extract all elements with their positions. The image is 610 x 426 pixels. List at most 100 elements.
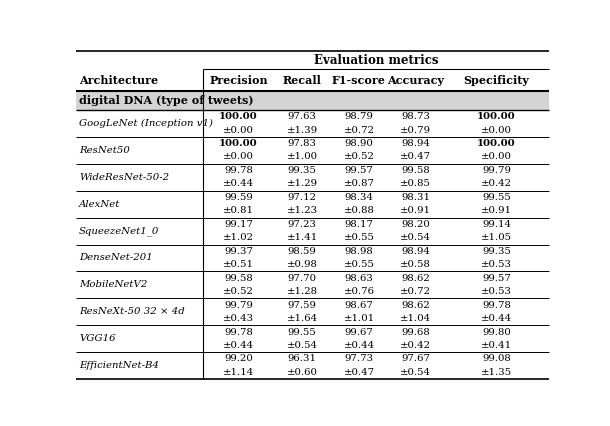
Text: ±0.44: ±0.44: [481, 314, 512, 323]
Text: 97.83: 97.83: [288, 139, 317, 148]
Text: ±0.44: ±0.44: [343, 341, 375, 350]
Text: 98.62: 98.62: [401, 301, 430, 310]
Text: ±0.44: ±0.44: [223, 341, 254, 350]
Bar: [76, 164, 549, 177]
Text: 99.58: 99.58: [224, 273, 253, 283]
Text: ResNet50: ResNet50: [79, 146, 130, 155]
Bar: [76, 177, 549, 191]
Text: Precision: Precision: [209, 75, 268, 86]
Text: ±1.35: ±1.35: [481, 368, 512, 377]
Text: ±1.64: ±1.64: [287, 314, 318, 323]
Bar: [76, 124, 549, 137]
Text: ±0.79: ±0.79: [400, 126, 431, 135]
Text: 99.78: 99.78: [482, 301, 511, 310]
Text: EfficientNet-B4: EfficientNet-B4: [79, 361, 159, 370]
Text: 99.68: 99.68: [401, 328, 430, 337]
Text: ±0.91: ±0.91: [481, 206, 512, 216]
Text: 100.00: 100.00: [477, 139, 516, 148]
Text: ±0.51: ±0.51: [223, 260, 254, 269]
Text: 98.63: 98.63: [345, 273, 373, 283]
Text: ±0.54: ±0.54: [287, 341, 318, 350]
Text: 98.90: 98.90: [345, 139, 373, 148]
Text: ±0.53: ±0.53: [481, 287, 512, 296]
Text: 97.73: 97.73: [345, 354, 373, 363]
Text: ±0.72: ±0.72: [343, 126, 375, 135]
Text: ±0.88: ±0.88: [343, 206, 375, 216]
Text: 98.20: 98.20: [401, 220, 430, 229]
Text: DenseNet-201: DenseNet-201: [79, 253, 153, 262]
Bar: [76, 110, 549, 124]
Bar: [76, 204, 549, 218]
Text: ±1.04: ±1.04: [400, 314, 431, 323]
Text: 98.73: 98.73: [401, 112, 430, 121]
Text: 98.31: 98.31: [401, 193, 430, 202]
Text: ±1.23: ±1.23: [287, 206, 318, 216]
Bar: [76, 218, 549, 231]
Text: 99.59: 99.59: [224, 193, 253, 202]
Text: VGG16: VGG16: [79, 334, 116, 343]
Text: 97.70: 97.70: [288, 273, 317, 283]
Text: 99.79: 99.79: [482, 166, 511, 175]
Text: ±0.42: ±0.42: [400, 341, 431, 350]
Text: 99.57: 99.57: [482, 273, 511, 283]
Text: Accuracy: Accuracy: [387, 75, 444, 86]
Text: ±0.85: ±0.85: [400, 179, 431, 188]
Text: 98.94: 98.94: [401, 139, 430, 148]
Text: ±0.81: ±0.81: [223, 206, 254, 216]
Bar: [76, 325, 549, 339]
Text: WideResNet-50-2: WideResNet-50-2: [79, 173, 169, 181]
Text: 98.98: 98.98: [345, 247, 373, 256]
Text: 99.35: 99.35: [482, 247, 511, 256]
Bar: [76, 137, 549, 150]
Text: ±0.87: ±0.87: [343, 179, 375, 188]
Text: 98.34: 98.34: [345, 193, 373, 202]
Text: Specificity: Specificity: [464, 75, 529, 86]
Text: 99.67: 99.67: [345, 328, 373, 337]
Text: ±0.47: ±0.47: [343, 368, 375, 377]
Text: ±0.53: ±0.53: [481, 260, 512, 269]
Text: ±0.47: ±0.47: [400, 153, 431, 161]
Text: ResNeXt-50 32 × 4d: ResNeXt-50 32 × 4d: [79, 307, 185, 317]
Text: ±0.52: ±0.52: [343, 153, 375, 161]
Text: Recall: Recall: [283, 75, 321, 86]
Bar: [76, 366, 549, 379]
Text: ±1.05: ±1.05: [481, 233, 512, 242]
Text: ±0.76: ±0.76: [343, 287, 375, 296]
Text: ±0.00: ±0.00: [223, 153, 254, 161]
Text: ±0.72: ±0.72: [400, 287, 431, 296]
Text: Evaluation metrics: Evaluation metrics: [314, 54, 438, 67]
Text: 99.35: 99.35: [288, 166, 317, 175]
Text: MobileNetV2: MobileNetV2: [79, 280, 148, 289]
Text: ±1.14: ±1.14: [223, 368, 254, 377]
Text: ±1.28: ±1.28: [287, 287, 318, 296]
Text: ±0.42: ±0.42: [481, 179, 512, 188]
Text: 99.20: 99.20: [224, 354, 253, 363]
Text: Architecture: Architecture: [79, 75, 158, 86]
Text: 98.17: 98.17: [345, 220, 373, 229]
Text: 99.80: 99.80: [482, 328, 511, 337]
Text: ±0.00: ±0.00: [223, 126, 254, 135]
Text: 99.58: 99.58: [401, 166, 430, 175]
Text: ±0.00: ±0.00: [481, 126, 512, 135]
Text: 99.55: 99.55: [482, 193, 511, 202]
Text: F1-score: F1-score: [332, 75, 386, 86]
Text: ±1.02: ±1.02: [223, 233, 254, 242]
Text: 99.55: 99.55: [288, 328, 317, 337]
Text: 99.37: 99.37: [224, 247, 253, 256]
Text: ±0.58: ±0.58: [400, 260, 431, 269]
Text: ±0.43: ±0.43: [223, 314, 254, 323]
Text: ±0.54: ±0.54: [400, 368, 431, 377]
Text: ±1.39: ±1.39: [287, 126, 318, 135]
Bar: [76, 69, 549, 91]
Text: ±0.52: ±0.52: [223, 287, 254, 296]
Text: ±1.41: ±1.41: [287, 233, 318, 242]
Text: ±0.55: ±0.55: [343, 233, 375, 242]
Bar: [76, 312, 549, 325]
Text: 98.94: 98.94: [401, 247, 430, 256]
Text: ±0.98: ±0.98: [287, 260, 318, 269]
Text: ±1.29: ±1.29: [287, 179, 318, 188]
Text: ±0.60: ±0.60: [287, 368, 318, 377]
Bar: [76, 150, 549, 164]
Text: 99.78: 99.78: [224, 328, 253, 337]
Text: 98.67: 98.67: [345, 301, 373, 310]
